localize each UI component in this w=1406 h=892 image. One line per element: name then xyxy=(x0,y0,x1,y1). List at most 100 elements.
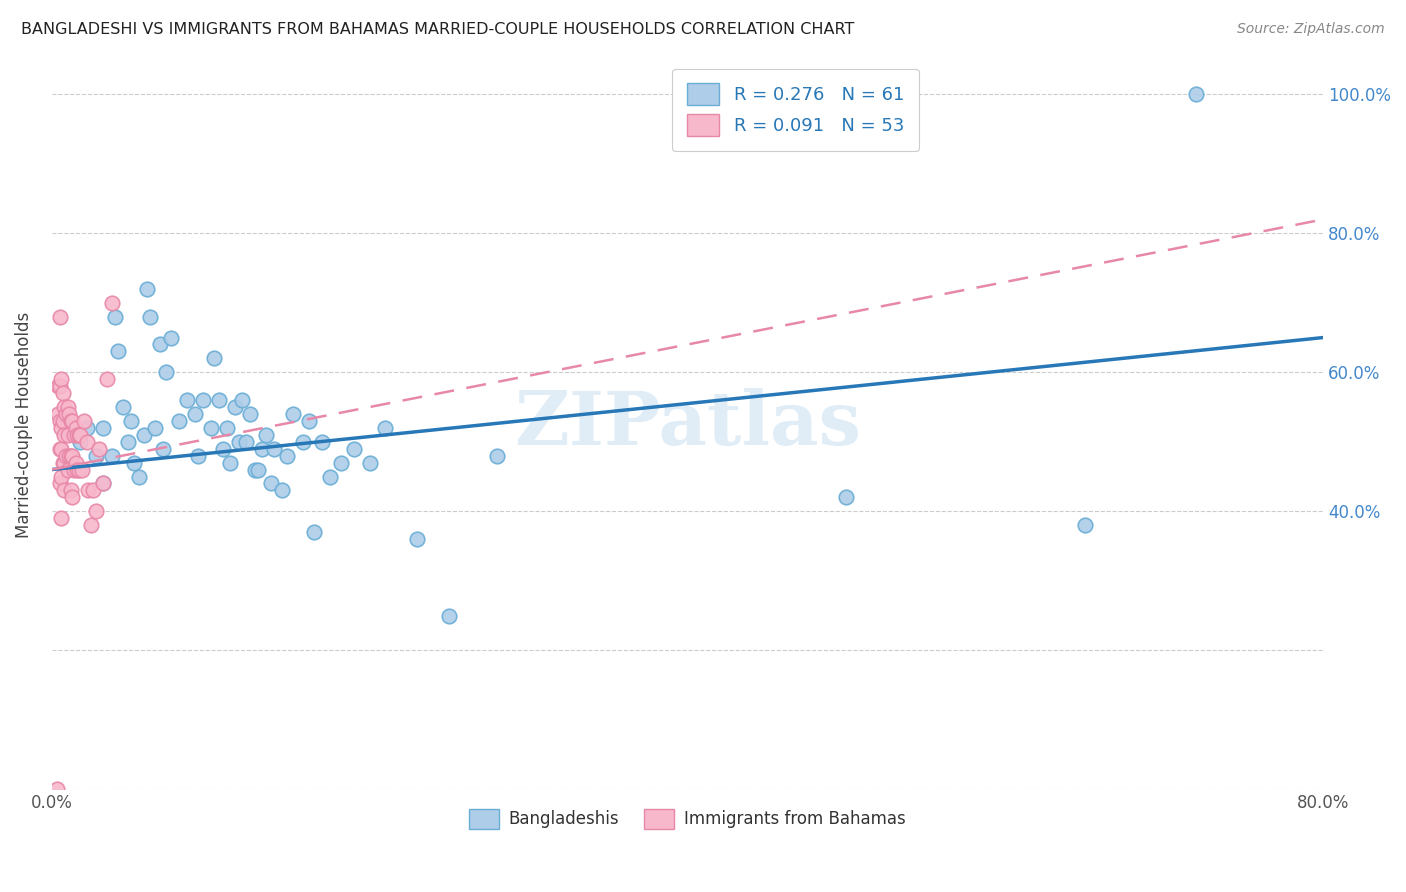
Point xyxy=(53,427,76,442)
Point xyxy=(200,421,222,435)
Point xyxy=(66,427,89,442)
Point xyxy=(374,421,396,435)
Point xyxy=(52,414,75,428)
Point xyxy=(56,427,79,442)
Point xyxy=(63,427,86,442)
Point xyxy=(184,407,207,421)
Point xyxy=(176,393,198,408)
Point xyxy=(91,421,114,435)
Point xyxy=(62,449,84,463)
Point xyxy=(243,462,266,476)
Point xyxy=(132,427,155,442)
Point xyxy=(48,414,70,428)
Point xyxy=(406,532,429,546)
Point xyxy=(48,310,70,324)
Point xyxy=(70,462,93,476)
Point xyxy=(65,421,87,435)
Point xyxy=(187,449,209,463)
Point xyxy=(59,449,82,463)
Point xyxy=(207,393,229,408)
Point xyxy=(84,504,107,518)
Point xyxy=(66,462,89,476)
Point xyxy=(283,407,305,421)
Point xyxy=(89,442,111,456)
Point xyxy=(67,462,90,476)
Point xyxy=(143,421,166,435)
Point xyxy=(104,310,127,324)
Point xyxy=(215,421,238,435)
Point xyxy=(254,427,277,442)
Point xyxy=(485,449,508,463)
Point xyxy=(1074,518,1097,533)
Point xyxy=(112,400,135,414)
Point xyxy=(45,782,67,797)
Point xyxy=(124,456,146,470)
Point xyxy=(343,442,366,456)
Point xyxy=(48,379,70,393)
Point xyxy=(46,407,69,421)
Point xyxy=(160,330,183,344)
Point xyxy=(51,442,73,456)
Point xyxy=(55,449,77,463)
Point xyxy=(77,483,100,498)
Legend: Bangladeshis, Immigrants from Bahamas: Bangladeshis, Immigrants from Bahamas xyxy=(463,802,912,836)
Text: BANGLADESHI VS IMMIGRANTS FROM BAHAMAS MARRIED-COUPLE HOUSEHOLDS CORRELATION CHA: BANGLADESHI VS IMMIGRANTS FROM BAHAMAS M… xyxy=(21,22,855,37)
Point xyxy=(149,337,172,351)
Point xyxy=(107,344,129,359)
Point xyxy=(82,483,104,498)
Point xyxy=(228,434,250,449)
Point xyxy=(298,414,321,428)
Point xyxy=(67,427,90,442)
Point xyxy=(202,351,225,366)
Point xyxy=(136,282,159,296)
Point xyxy=(76,421,98,435)
Point xyxy=(56,400,79,414)
Point xyxy=(69,427,91,442)
Point xyxy=(51,372,73,386)
Point xyxy=(62,414,84,428)
Point xyxy=(52,386,75,401)
Point xyxy=(231,393,253,408)
Point xyxy=(53,483,76,498)
Text: Source: ZipAtlas.com: Source: ZipAtlas.com xyxy=(1237,22,1385,37)
Point xyxy=(58,407,80,421)
Point xyxy=(91,476,114,491)
Point xyxy=(101,449,124,463)
Point xyxy=(302,525,325,540)
Point xyxy=(835,491,858,505)
Point xyxy=(55,407,77,421)
Point xyxy=(65,456,87,470)
Point xyxy=(218,456,240,470)
Point xyxy=(48,476,70,491)
Point xyxy=(263,442,285,456)
Point xyxy=(58,449,80,463)
Point xyxy=(56,462,79,476)
Point xyxy=(59,414,82,428)
Text: ZIPatlas: ZIPatlas xyxy=(515,388,860,461)
Point xyxy=(359,456,381,470)
Point xyxy=(271,483,294,498)
Point xyxy=(311,434,333,449)
Point xyxy=(69,434,91,449)
Point xyxy=(53,456,76,470)
Point xyxy=(52,456,75,470)
Point xyxy=(48,442,70,456)
Point xyxy=(76,434,98,449)
Point xyxy=(239,407,262,421)
Point xyxy=(63,462,86,476)
Point xyxy=(51,511,73,525)
Point xyxy=(152,442,174,456)
Point xyxy=(80,518,103,533)
Point xyxy=(59,483,82,498)
Point xyxy=(191,393,214,408)
Point xyxy=(139,310,162,324)
Point xyxy=(260,476,283,491)
Point xyxy=(91,476,114,491)
Point xyxy=(51,469,73,483)
Point xyxy=(437,608,460,623)
Point xyxy=(72,414,94,428)
Point xyxy=(224,400,246,414)
Point xyxy=(235,434,257,449)
Point xyxy=(117,434,139,449)
Point xyxy=(330,456,353,470)
